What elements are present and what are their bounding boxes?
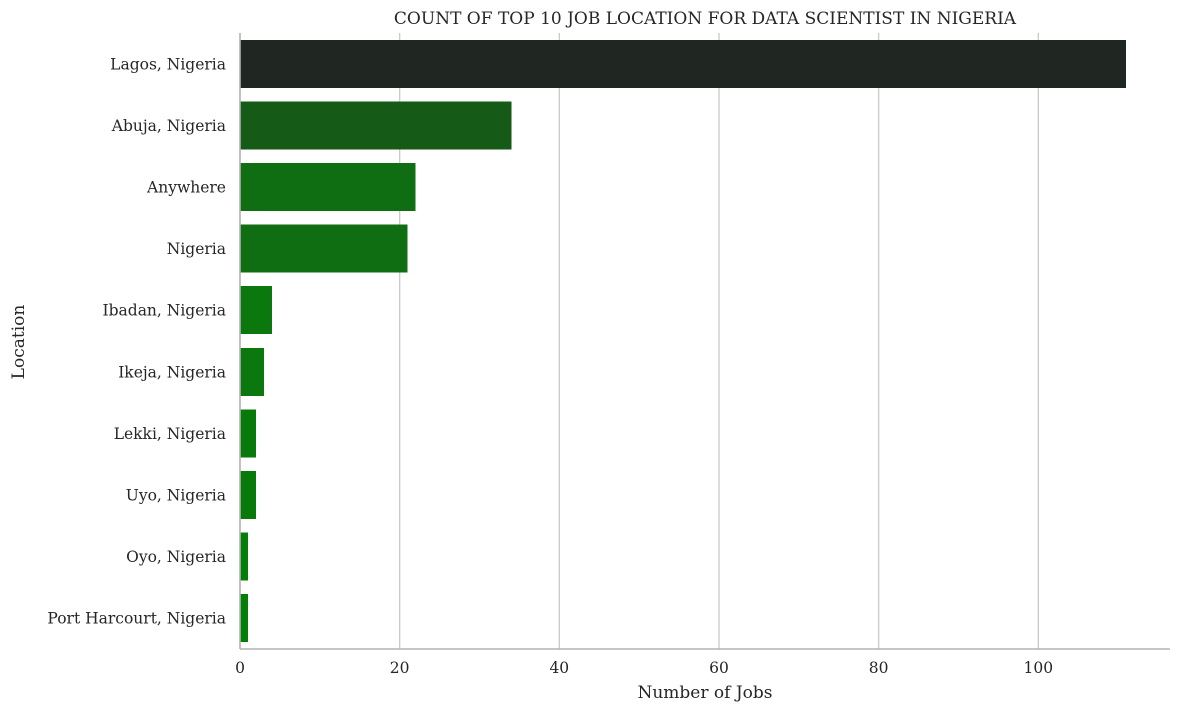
x-axis-label: Number of Jobs	[637, 683, 772, 703]
chart-title: COUNT OF TOP 10 JOB LOCATION FOR DATA SC…	[394, 9, 1017, 29]
x-tick-label: 0	[235, 659, 245, 677]
x-tick-label: 80	[869, 659, 889, 677]
bar-uyo-nigeria	[240, 470, 256, 520]
x-tick-label: 40	[549, 659, 569, 677]
bar-ikeja-nigeria	[240, 347, 264, 396]
y-tick-label: Port Harcourt, Nigeria	[47, 610, 226, 628]
bar-abuja-nigeria	[240, 101, 512, 150]
bar-lekki-nigeria	[240, 409, 256, 458]
bar-oyo-nigeria	[240, 532, 248, 581]
y-tick-label: Ikeja, Nigeria	[118, 363, 226, 381]
axes	[239, 33, 1170, 650]
y-axis-label: Location	[9, 305, 29, 380]
bar-nigeria	[240, 224, 408, 273]
x-tick-labels: 0 20 40 60 80 100	[235, 659, 1053, 677]
y-tick-label: Abuja, Nigeria	[111, 117, 226, 135]
y-tick-label: Ibadan, Nigeria	[102, 302, 226, 320]
bar-lagos-nigeria	[240, 39, 1127, 88]
y-tick-label: Lekki, Nigeria	[114, 425, 226, 443]
y-tick-label: Lagos, Nigeria	[110, 55, 226, 73]
bar-anywhere	[240, 162, 416, 212]
y-tick-label: Oyo, Nigeria	[126, 548, 226, 566]
x-tick-label: 100	[1023, 659, 1053, 677]
y-tick-labels: Lagos, Nigeria Abuja, Nigeria Anywhere Nige…	[47, 55, 226, 627]
bar-port-harcourt-nigeria	[240, 594, 248, 643]
x-tick-label: 60	[709, 659, 729, 677]
bar-ibadan-nigeria	[240, 286, 272, 335]
gridlines	[398, 33, 1039, 649]
y-tick-label: Anywhere	[146, 179, 226, 197]
bars	[240, 39, 1127, 643]
y-tick-label: Uyo, Nigeria	[126, 487, 226, 505]
y-tick-label: Nigeria	[167, 240, 226, 258]
x-tick-label: 20	[390, 659, 410, 677]
